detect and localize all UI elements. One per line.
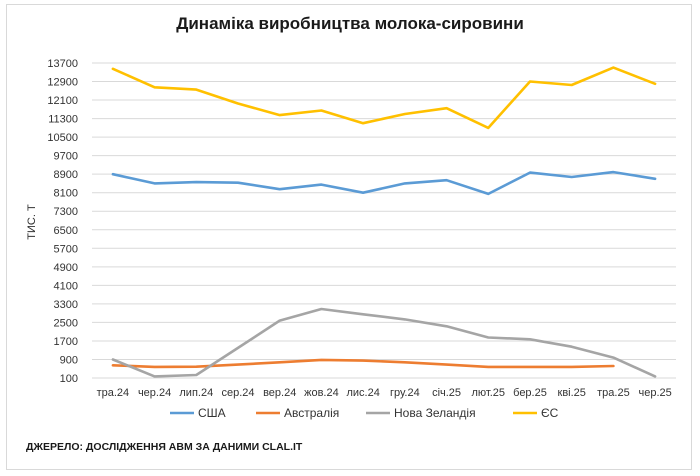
x-tick-label: чер.24 [138,387,171,399]
y-tick-label: 2500 [54,317,78,329]
x-tick-label: бер.25 [513,387,547,399]
y-tick-label: 10500 [47,132,78,144]
x-tick-label: жов.24 [304,387,339,399]
y-tick-label: 7300 [54,206,78,218]
x-axis-ticks: тра.24 чер.24 лип.24 сер.24 вер.24 жов.24 лис.… [97,387,672,399]
y-tick-label: 11300 [48,114,78,126]
x-tick-label: вер.24 [263,387,296,399]
gridlines [92,62,676,379]
y-tick-label: 4100 [54,280,78,292]
series-line-3 [111,66,657,130]
x-tick-label: кві.25 [558,387,586,399]
y-tick-label: 9700 [54,151,78,163]
legend-label: Австралія [284,406,339,420]
y-tick-label: 6500 [54,225,78,237]
x-tick-label: лют.25 [472,387,506,399]
x-tick-label: лис.24 [346,387,379,399]
legend: США Австралія Нова Зеландія ЄС [170,406,559,420]
legend-item-0: США [170,406,226,420]
x-tick-label: сер.24 [221,387,254,399]
series-line-1 [111,358,615,369]
y-axis-ticks: 100 900 1700 2500 3300 4100 4900 5700 6500 7300 81… [47,58,78,385]
y-tick-label: 12100 [47,95,78,107]
y-tick-label: 4900 [54,262,78,274]
legend-label: ЄС [541,406,559,420]
x-tick-label: лип.24 [179,387,213,399]
source-note: ДЖЕРЕЛО: ДОСЛІДЖЕННЯ АВМ ЗА ДАНИМИ CLAL.… [26,441,303,453]
y-tick-label: 8100 [54,188,78,200]
legend-label: Нова Зеландія [394,406,476,420]
y-tick-label: 100 [60,373,78,385]
series-lines [111,66,657,378]
y-tick-label: 8900 [54,169,78,181]
series-line-2 [111,307,657,378]
x-tick-label: тра.25 [597,387,630,399]
y-tick-label: 3300 [54,299,78,311]
y-tick-label: 5700 [54,243,78,255]
legend-label: США [198,406,226,420]
x-tick-label: гру.24 [390,387,420,399]
legend-item-1: Австралія [256,406,339,420]
x-tick-label: чер.25 [639,387,672,399]
y-tick-label: 13700 [47,58,78,70]
legend-item-2: Нова Зеландія [366,406,476,420]
y-tick-label: 900 [60,354,78,366]
legend-item-3: ЄС [513,406,559,420]
series-line-0 [111,170,657,196]
chart-title: Динаміка виробництва молока-сировини [176,14,524,33]
y-axis-label: ТИС. Т [26,204,38,240]
x-tick-label: тра.24 [97,387,130,399]
y-tick-label: 1700 [54,336,78,348]
y-tick-label: 12900 [47,77,78,89]
x-tick-label: січ.25 [432,387,461,399]
